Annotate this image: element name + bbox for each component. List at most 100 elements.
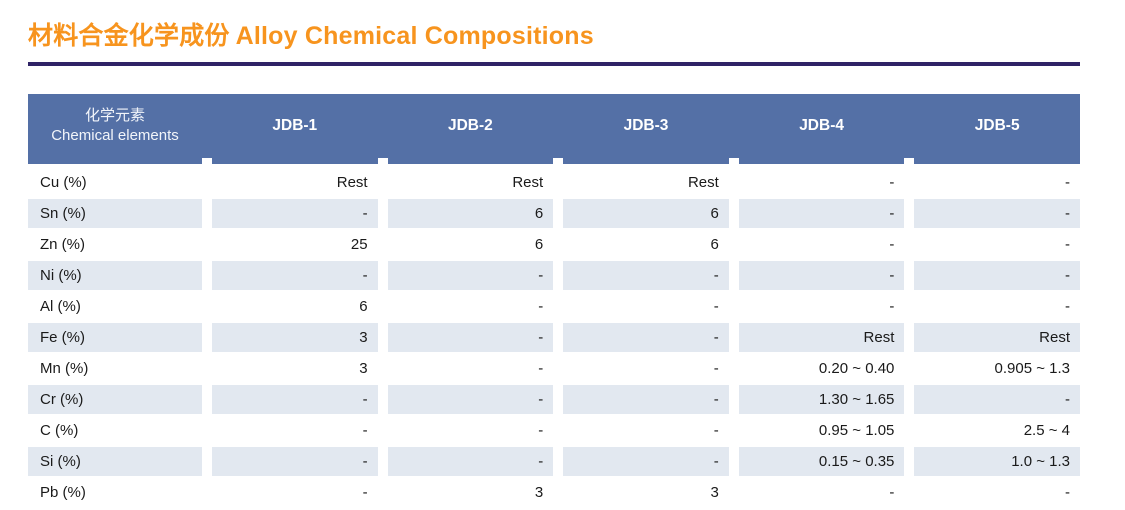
column-header-jdb3: JDB-3	[623, 117, 669, 134]
value-cell: -	[362, 484, 368, 501]
value-cell: 3	[534, 484, 544, 501]
value-cell: -	[1065, 236, 1070, 253]
value-cell: Rest	[687, 174, 719, 191]
value-cell: 0.905 ~ 1.3	[994, 360, 1070, 377]
value-cell: 25	[350, 236, 368, 253]
value-cell: -	[1065, 298, 1070, 315]
table-body: Cu (%) Rest Rest Rest - - Sn (%) -6 6- - Zn (%) 25 6…	[28, 168, 1080, 507]
value-cell: 3	[710, 484, 719, 501]
table-row: Sn (%) -6 6- -	[28, 199, 1080, 228]
value-cell: -	[914, 199, 1080, 228]
value-cell: -	[1065, 484, 1070, 501]
alloy-composition-table: 化学元素 Chemical elements JDB-1 JDB-2 JDB-3…	[28, 94, 1080, 507]
page-title-zh: 材料合金化学成份	[28, 22, 230, 50]
header-notch	[387, 158, 554, 164]
element-label: Zn (%)	[40, 236, 85, 253]
value-cell: 6	[359, 298, 368, 315]
value-cell: -	[563, 447, 729, 476]
value-cell: -	[738, 199, 905, 228]
value-cell: -	[889, 236, 895, 253]
value-cell: Rest	[336, 174, 368, 191]
value-cell: -	[538, 422, 544, 439]
page-title-en: Alloy Chemical Compositions	[235, 22, 594, 50]
table-row: Cu (%) Rest Rest Rest - -	[28, 168, 1080, 197]
value-cell: -	[387, 323, 554, 352]
table-row: Si (%) - - -0.15 ~ 0.35 1.0 ~ 1.3	[28, 447, 1080, 476]
element-label: C (%)	[40, 422, 79, 439]
value-cell: 2.5 ~ 4	[1023, 422, 1070, 439]
value-cell: 0.20 ~ 0.40	[818, 360, 895, 377]
header-notch	[738, 158, 905, 164]
table-row: Zn (%) 25 6 6 - -	[28, 230, 1080, 259]
column-header-jdb1: JDB-1	[272, 117, 318, 134]
header-notch	[563, 158, 729, 164]
element-label: Pb (%)	[40, 484, 86, 501]
table-header-notch-strip	[28, 158, 1080, 164]
element-label: Cr (%)	[28, 385, 202, 414]
value-cell: -	[713, 360, 719, 377]
value-cell: -	[212, 447, 378, 476]
value-cell: -	[362, 422, 368, 439]
value-cell: -	[212, 385, 378, 414]
column-header-elements-zh: 化学元素	[84, 106, 145, 124]
element-label: Fe (%)	[28, 323, 202, 352]
column-header-jdb4: JDB-4	[799, 117, 844, 134]
page-title: 材料合金化学成份 Alloy Chemical Compositions	[28, 0, 1080, 52]
element-label: Al (%)	[40, 298, 81, 315]
value-cell: 0.95 ~ 1.05	[818, 422, 895, 439]
value-cell: -	[889, 298, 895, 315]
value-cell: -	[1065, 174, 1070, 191]
element-label: Mn (%)	[40, 360, 89, 377]
element-label: Si (%)	[28, 447, 202, 476]
value-cell: -	[212, 261, 378, 290]
table-row: Pb (%) - 3 3 - -	[28, 478, 1080, 507]
value-cell: -	[914, 261, 1080, 290]
value-cell: -	[563, 385, 729, 414]
table-row: Fe (%) 3- - Rest Rest	[28, 323, 1080, 352]
column-header-elements-en: Chemical elements	[51, 127, 179, 144]
value-cell: Rest	[914, 323, 1080, 352]
value-cell: 6	[710, 236, 719, 253]
value-cell: -	[713, 422, 719, 439]
title-underline	[28, 62, 1080, 66]
value-cell: 3	[359, 360, 368, 377]
element-label: Sn (%)	[28, 199, 202, 228]
value-cell: 1.30 ~ 1.65	[738, 385, 905, 414]
value-cell: 6	[387, 199, 554, 228]
table-row: Al (%) 6 - - - -	[28, 292, 1080, 321]
value-cell: Rest	[738, 323, 905, 352]
header-notch	[28, 158, 202, 164]
value-cell: -	[538, 360, 544, 377]
value-cell: -	[387, 385, 554, 414]
value-cell: Rest	[512, 174, 544, 191]
value-cell: 1.0 ~ 1.3	[914, 447, 1080, 476]
value-cell: -	[563, 323, 729, 352]
header-notch	[212, 158, 378, 164]
value-cell: -	[914, 385, 1080, 414]
value-cell: -	[738, 261, 905, 290]
value-cell: -	[538, 298, 544, 315]
table-row: C (%) - - - 0.95 ~ 1.05 2.5 ~ 4	[28, 416, 1080, 445]
header-notch	[914, 158, 1080, 164]
value-cell: 0.15 ~ 0.35	[738, 447, 905, 476]
value-cell: -	[387, 261, 554, 290]
value-cell: -	[713, 298, 719, 315]
table-row: Ni (%) - - - - -	[28, 261, 1080, 290]
table-row: Cr (%) - - -1.30 ~ 1.65-	[28, 385, 1080, 414]
value-cell: 3	[212, 323, 378, 352]
table-header-row: 化学元素 Chemical elements JDB-1 JDB-2 JDB-3…	[28, 94, 1080, 158]
value-cell: 6	[534, 236, 544, 253]
value-cell: -	[387, 447, 554, 476]
column-header-jdb2: JDB-2	[447, 117, 493, 134]
element-label: Ni (%)	[28, 261, 202, 290]
value-cell: 6	[563, 199, 729, 228]
value-cell: -	[889, 174, 895, 191]
column-header-elements: 化学元素 Chemical elements	[28, 106, 202, 147]
element-label: Cu (%)	[40, 174, 87, 191]
table-row: Mn (%) 3 - - 0.20 ~ 0.40 0.905 ~ 1.3	[28, 354, 1080, 383]
value-cell: -	[889, 484, 895, 501]
column-header-jdb5: JDB-5	[974, 117, 1020, 134]
value-cell: -	[563, 261, 729, 290]
value-cell: -	[212, 199, 378, 228]
